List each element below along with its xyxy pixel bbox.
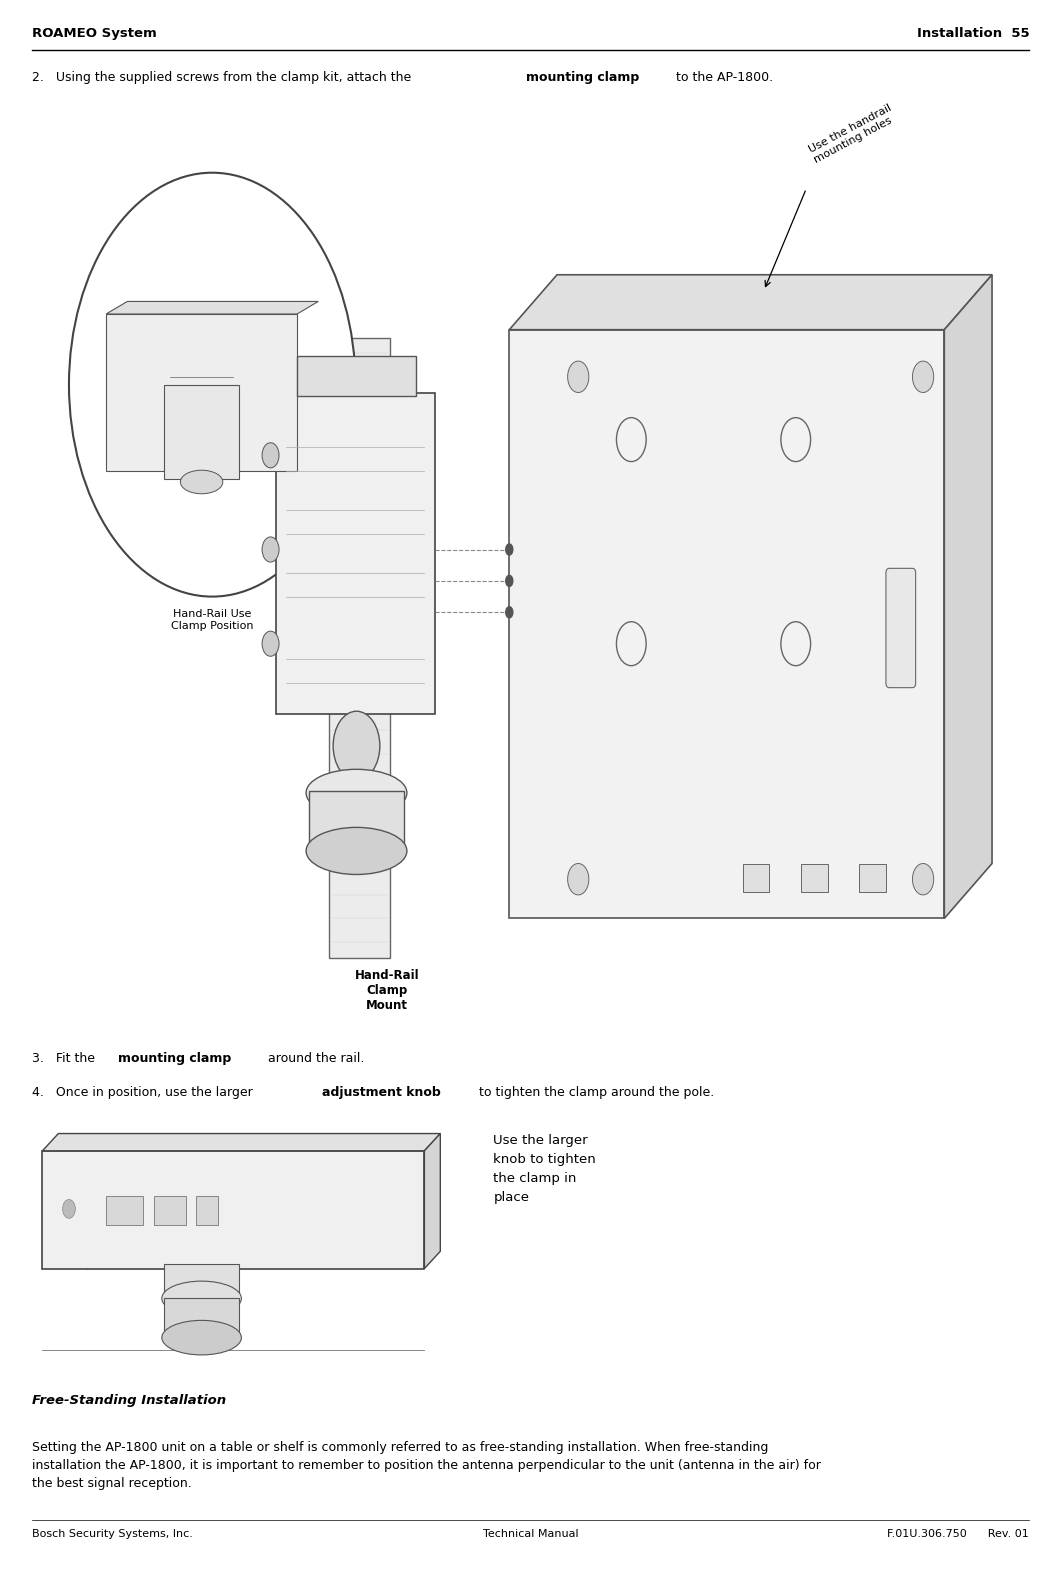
- Circle shape: [262, 631, 279, 656]
- FancyBboxPatch shape: [801, 864, 828, 892]
- Text: 2.   Using the supplied screws from the clamp kit, attach the: 2. Using the supplied screws from the cl…: [32, 71, 415, 83]
- FancyBboxPatch shape: [164, 1264, 239, 1295]
- Circle shape: [262, 443, 279, 468]
- Text: to the AP-1800.: to the AP-1800.: [673, 71, 773, 83]
- Text: around the rail.: around the rail.: [264, 1052, 365, 1064]
- FancyBboxPatch shape: [196, 1196, 218, 1225]
- Text: Technical Manual: Technical Manual: [483, 1529, 578, 1539]
- Ellipse shape: [161, 1320, 242, 1355]
- Text: F.01U.306.750      Rev. 01: F.01U.306.750 Rev. 01: [887, 1529, 1029, 1539]
- FancyBboxPatch shape: [743, 864, 769, 892]
- Text: 3.   Fit the: 3. Fit the: [32, 1052, 99, 1064]
- FancyBboxPatch shape: [164, 385, 239, 479]
- FancyBboxPatch shape: [106, 1196, 143, 1225]
- FancyBboxPatch shape: [154, 1196, 186, 1225]
- Circle shape: [568, 864, 589, 895]
- Circle shape: [262, 537, 279, 562]
- Circle shape: [63, 1199, 75, 1218]
- Circle shape: [333, 711, 380, 780]
- Text: 4.   Once in position, use the larger: 4. Once in position, use the larger: [32, 1086, 257, 1099]
- Polygon shape: [944, 275, 992, 918]
- Text: Use the larger
knob to tighten
the clamp in
place: Use the larger knob to tighten the clamp…: [493, 1134, 596, 1204]
- Text: Hand-Rail
Clamp
Mount: Hand-Rail Clamp Mount: [355, 969, 419, 1011]
- Circle shape: [505, 543, 514, 556]
- FancyBboxPatch shape: [859, 864, 886, 892]
- Polygon shape: [509, 275, 992, 330]
- Text: mounting clamp: mounting clamp: [526, 71, 640, 83]
- Circle shape: [69, 173, 355, 597]
- Text: mounting clamp: mounting clamp: [118, 1052, 231, 1064]
- Text: to tighten the clamp around the pole.: to tighten the clamp around the pole.: [475, 1086, 714, 1099]
- Ellipse shape: [180, 471, 223, 495]
- Circle shape: [568, 361, 589, 392]
- FancyBboxPatch shape: [297, 356, 416, 396]
- Text: adjustment knob: adjustment knob: [321, 1086, 440, 1099]
- FancyBboxPatch shape: [42, 1151, 424, 1269]
- Ellipse shape: [307, 769, 407, 816]
- Polygon shape: [106, 301, 318, 314]
- Polygon shape: [424, 1134, 440, 1269]
- Polygon shape: [509, 330, 944, 918]
- Text: Use the handrail
mounting holes: Use the handrail mounting holes: [806, 102, 899, 165]
- Circle shape: [912, 361, 934, 392]
- Circle shape: [912, 864, 934, 895]
- Circle shape: [505, 606, 514, 619]
- Text: Hand-Rail Use
Clamp Position: Hand-Rail Use Clamp Position: [171, 609, 254, 631]
- Text: ROAMEO System: ROAMEO System: [32, 27, 157, 39]
- FancyBboxPatch shape: [276, 392, 435, 714]
- FancyBboxPatch shape: [164, 1298, 239, 1338]
- Ellipse shape: [307, 827, 407, 874]
- Polygon shape: [42, 1134, 440, 1151]
- FancyBboxPatch shape: [309, 791, 404, 851]
- Ellipse shape: [161, 1281, 242, 1316]
- Circle shape: [505, 575, 514, 587]
- FancyBboxPatch shape: [106, 314, 297, 471]
- Text: Bosch Security Systems, Inc.: Bosch Security Systems, Inc.: [32, 1529, 193, 1539]
- FancyBboxPatch shape: [329, 338, 390, 958]
- Text: Setting the AP-1800 unit on a table or shelf is commonly referred to as free-sta: Setting the AP-1800 unit on a table or s…: [32, 1441, 821, 1490]
- Text: Free-Standing Installation: Free-Standing Installation: [32, 1394, 226, 1407]
- Text: Installation  55: Installation 55: [917, 27, 1029, 39]
- FancyBboxPatch shape: [886, 568, 916, 688]
